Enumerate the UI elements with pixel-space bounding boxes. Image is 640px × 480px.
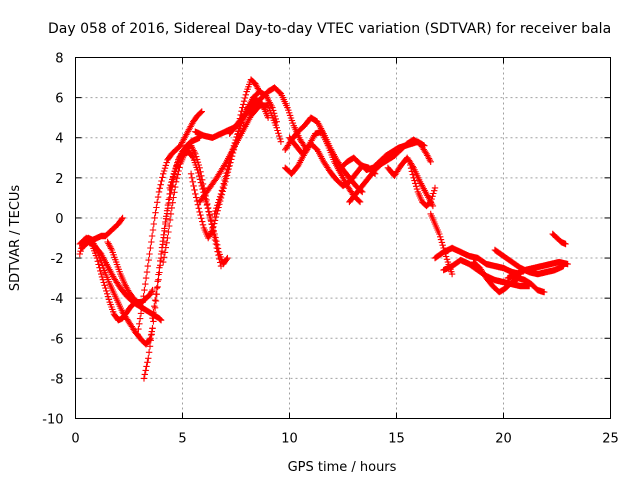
y-tick-label: -4: [51, 292, 64, 307]
plus-marker-set: [470, 258, 548, 296]
plus-marker-set: [431, 244, 524, 278]
plot-frame: [75, 57, 611, 419]
y-axis-label: SDTVAR / TECUs: [8, 185, 23, 292]
series-track-15: [226, 84, 310, 153]
series-track-24: [431, 244, 524, 278]
series-track-8: [149, 142, 195, 322]
plus-marker-set: [549, 230, 569, 248]
plus-marker-set: [76, 214, 126, 258]
plus-marker-set: [196, 102, 285, 206]
axis-ticks: 0 5 10 15 20 25 -10 -8 -6 -4 -2 0 2 4 6 8: [42, 52, 619, 447]
plus-marker-set: [89, 242, 139, 324]
y-tick-label: -2: [51, 252, 64, 267]
series-track-5: [104, 238, 156, 306]
grid: [75, 57, 611, 419]
plus-marker-set: [134, 108, 205, 338]
plus-marker-set: [149, 142, 195, 322]
y-tick-label: 0: [55, 212, 63, 227]
plus-marker-set: [406, 158, 439, 210]
plus-marker-set: [226, 84, 310, 153]
y-tick-label: 6: [55, 92, 63, 107]
series-track-4: [89, 242, 139, 324]
x-tick-label: 20: [495, 432, 512, 447]
series-track-3: [76, 214, 126, 258]
y-tick-label: -6: [51, 332, 64, 347]
series-track-20: [346, 136, 434, 206]
series-track-1: [76, 234, 156, 348]
plus-marker-set: [104, 238, 156, 306]
series-track-28: [504, 258, 571, 282]
x-tick-label: 25: [602, 432, 619, 447]
y-tick-label: 4: [55, 132, 63, 147]
y-tick-label: -10: [42, 413, 63, 428]
series-track-26: [470, 258, 548, 296]
x-tick-label: 15: [388, 432, 405, 447]
plus-marker-set: [166, 142, 225, 270]
data-marks: [76, 76, 571, 382]
y-tick-label: 8: [55, 52, 63, 67]
series-track-6: [134, 108, 205, 338]
x-tick-label: 10: [281, 432, 298, 447]
plus-marker-set: [384, 154, 437, 210]
series-track-29: [549, 230, 569, 248]
x-tick-label: 5: [178, 432, 186, 447]
x-axis-label: GPS time / hours: [288, 460, 397, 475]
plus-marker-set: [346, 136, 434, 206]
y-tick-label: 2: [55, 172, 63, 187]
series-track-22: [406, 158, 439, 210]
chart-title: Day 058 of 2016, Sidereal Day-to-day VTE…: [48, 21, 611, 37]
y-tick-label: -8: [51, 372, 64, 387]
series-track-13: [196, 102, 285, 206]
series-track-21: [384, 154, 437, 210]
series-track-10: [166, 142, 225, 270]
plus-marker-set: [76, 234, 156, 348]
plus-marker-set: [504, 258, 571, 282]
x-tick-label: 0: [71, 432, 79, 447]
